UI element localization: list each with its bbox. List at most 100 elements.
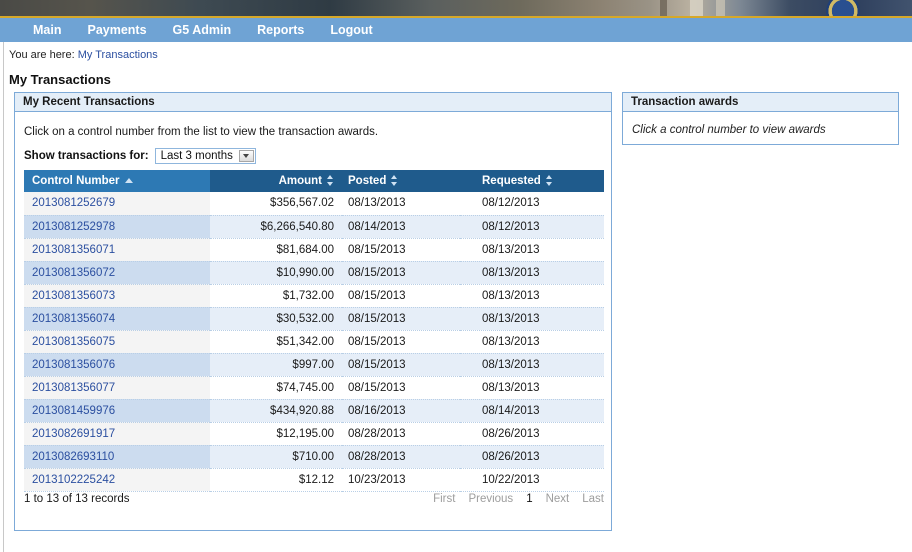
pagination-previous[interactable]: Previous: [468, 493, 514, 505]
transaction-posted-date: 08/15/2013: [342, 376, 460, 400]
column-header-requested[interactable]: Requested: [460, 170, 604, 192]
column-header-posted[interactable]: Posted: [342, 170, 460, 192]
site-banner-image: [0, 0, 912, 28]
transactions-table-head: Control Number Amount Posted Requested: [24, 170, 604, 192]
pagination-links: First Previous 1 Next Last: [433, 493, 604, 505]
pagination-page-1[interactable]: 1: [526, 493, 533, 505]
column-header-amount[interactable]: Amount: [210, 170, 342, 192]
transaction-posted-date: 08/15/2013: [342, 284, 460, 308]
transaction-amount: $434,920.88: [210, 399, 342, 423]
transaction-posted-date: 08/28/2013: [342, 422, 460, 446]
transaction-control-number-link[interactable]: 2013081356075: [24, 330, 210, 354]
transaction-control-number-link[interactable]: 2013081356074: [24, 307, 210, 331]
transaction-control-number-link[interactable]: 2013081356077: [24, 376, 210, 400]
column-label-control-number: Control Number: [32, 175, 120, 187]
transaction-amount: $12,195.00: [210, 422, 342, 446]
pagination-last[interactable]: Last: [582, 493, 604, 505]
sort-ascending-icon: [124, 178, 133, 184]
pagination-first[interactable]: First: [433, 493, 456, 505]
transaction-posted-date: 08/14/2013: [342, 215, 460, 239]
transaction-amount: $6,266,540.80: [210, 215, 342, 239]
transactions-table-body: 2013081252679 $356,567.02 08/13/2013 08/12/…: [24, 192, 604, 492]
column-label-requested: Requested: [482, 175, 541, 187]
transaction-control-number-link[interactable]: 2013081356073: [24, 284, 210, 308]
nav-list: Main Payments G5 Admin Reports Logout: [0, 18, 912, 42]
transaction-requested-date: 10/22/2013: [460, 468, 604, 492]
transaction-control-number-link[interactable]: 2013081252978: [24, 215, 210, 239]
main-navigation: Main Payments G5 Admin Reports Logout: [0, 18, 912, 42]
transaction-amount: $997.00: [210, 353, 342, 377]
nav-item-payments[interactable]: Payments: [87, 23, 147, 37]
transaction-amount: $81,684.00: [210, 238, 342, 262]
column-header-control-number[interactable]: Control Number: [24, 170, 210, 192]
breadcrumb: You are here: My Transactions: [9, 49, 158, 61]
transaction-posted-date: 08/15/2013: [342, 261, 460, 285]
transaction-requested-date: 08/13/2013: [460, 261, 604, 285]
transaction-control-number-link[interactable]: 2013082691917: [24, 422, 210, 446]
transaction-control-number-link[interactable]: 2013081252679: [24, 192, 210, 216]
table-row: 2013082693110 $710.00 08/28/2013 08/26/2013: [24, 445, 604, 469]
transaction-requested-date: 08/26/2013: [460, 445, 604, 469]
table-row: 2013081356073 $1,732.00 08/15/2013 08/13/20…: [24, 284, 604, 308]
transaction-awards-panel-header: Transaction awards: [623, 93, 898, 112]
banner-detail-center: [690, 0, 703, 16]
transaction-requested-date: 08/13/2013: [460, 330, 604, 354]
record-count-text: 1 to 13 of 13 records: [24, 493, 130, 505]
period-select[interactable]: Last 3 months: [154, 148, 256, 164]
breadcrumb-prefix: You are here:: [9, 49, 75, 61]
transaction-posted-date: 10/23/2013: [342, 468, 460, 492]
transaction-requested-date: 08/12/2013: [460, 192, 604, 216]
banner-gold-divider: [0, 16, 912, 18]
transaction-requested-date: 08/26/2013: [460, 422, 604, 446]
transaction-control-number-link[interactable]: 2013081356072: [24, 261, 210, 285]
transaction-awards-panel: Transaction awards Click a control numbe…: [622, 92, 899, 145]
table-row: 2013081252679 $356,567.02 08/13/2013 08/12/…: [24, 192, 604, 216]
column-label-posted: Posted: [348, 175, 387, 187]
transaction-control-number-link[interactable]: 2013082693110: [24, 445, 210, 469]
nav-item-g5-admin[interactable]: G5 Admin: [172, 23, 232, 37]
transaction-control-number-link[interactable]: 2013081459976: [24, 399, 210, 423]
column-label-amount: Amount: [278, 175, 322, 187]
transaction-amount: $1,732.00: [210, 284, 342, 308]
transaction-amount: $51,342.00: [210, 330, 342, 354]
recent-transactions-panel: My Recent Transactions Click on a contro…: [14, 92, 612, 531]
table-row: 2013081356071 $81,684.00 08/15/2013 08/13/2…: [24, 238, 604, 262]
table-row: 2013081356076 $997.00 08/15/2013 08/13/2013: [24, 353, 604, 377]
transaction-requested-date: 08/13/2013: [460, 284, 604, 308]
table-row: 2013081356075 $51,342.00 08/15/2013 08/13/2…: [24, 330, 604, 354]
instructions-text: Click on a control number from the list …: [24, 126, 379, 138]
transaction-control-number-link[interactable]: 2013081356076: [24, 353, 210, 377]
table-row: 2013082691917 $12,195.00 08/28/2013 08/26/2…: [24, 422, 604, 446]
sort-both-icon: [545, 175, 553, 187]
table-row: 2013102225242 $12.12 10/23/2013 10/22/2013: [24, 468, 604, 492]
period-filter-label: Show transactions for:: [24, 150, 149, 162]
chevron-down-icon[interactable]: [238, 150, 254, 162]
transaction-posted-date: 08/28/2013: [342, 445, 460, 469]
transaction-control-number-link[interactable]: 2013081356071: [24, 238, 210, 262]
period-select-value: Last 3 months: [160, 150, 233, 162]
transaction-posted-date: 08/15/2013: [342, 330, 460, 354]
banner-detail-left: [660, 0, 667, 16]
transaction-posted-date: 08/13/2013: [342, 192, 460, 216]
nav-item-main[interactable]: Main: [33, 23, 62, 37]
filter-row: Show transactions for: Last 3 months: [15, 138, 611, 164]
page-left-rule: [3, 42, 4, 552]
transaction-amount: $10,990.00: [210, 261, 342, 285]
nav-item-reports[interactable]: Reports: [257, 23, 305, 37]
table-row: 2013081356077 $74,745.00 08/15/2013 08/13/2…: [24, 376, 604, 400]
awards-empty-message: Click a control number to view awards: [632, 124, 826, 136]
transactions-table: Control Number Amount Posted Requested 2…: [24, 170, 604, 492]
nav-item-logout[interactable]: Logout: [330, 23, 373, 37]
transaction-posted-date: 08/15/2013: [342, 353, 460, 377]
pagination-next[interactable]: Next: [545, 493, 570, 505]
table-row: 2013081356074 $30,532.00 08/15/2013 08/13/2…: [24, 307, 604, 331]
transaction-control-number-link[interactable]: 2013102225242: [24, 468, 210, 492]
banner-detail-right: [716, 0, 725, 16]
sort-both-icon: [327, 175, 334, 187]
transaction-posted-date: 08/16/2013: [342, 399, 460, 423]
breadcrumb-link-my-transactions[interactable]: My Transactions: [77, 49, 158, 61]
table-row: 2013081252978 $6,266,540.80 08/14/2013 08/1…: [24, 215, 604, 239]
transaction-posted-date: 08/15/2013: [342, 238, 460, 262]
table-row: 2013081459976 $434,920.88 08/16/2013 08/14/…: [24, 399, 604, 423]
transaction-amount: $30,532.00: [210, 307, 342, 331]
